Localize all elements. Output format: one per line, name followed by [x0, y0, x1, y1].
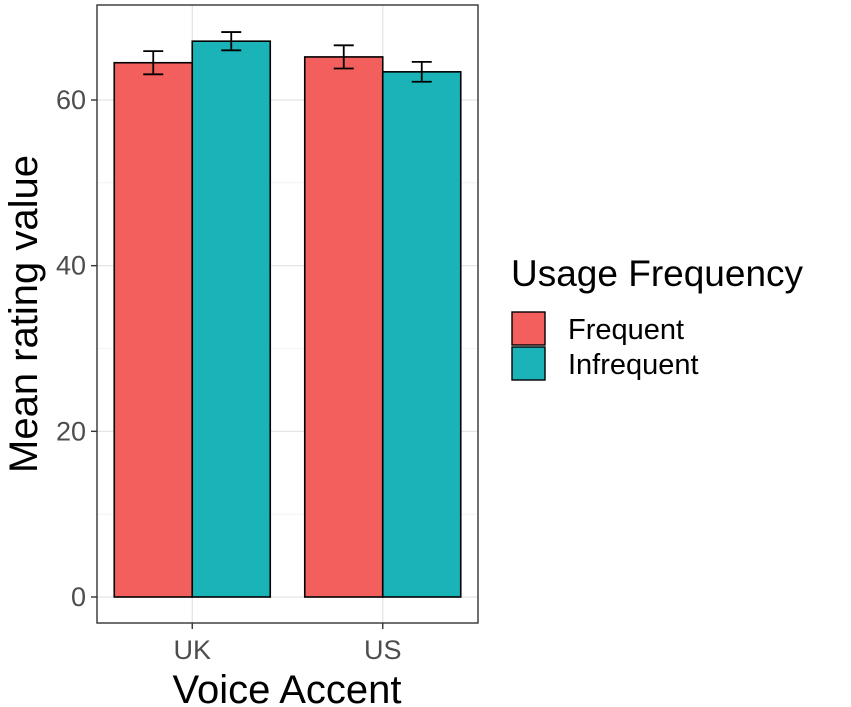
x-axis-title: Voice Accent [172, 668, 401, 707]
bars [113, 40, 462, 598]
x-tick-label: US [364, 635, 402, 665]
bar [113, 61, 194, 598]
y-axis-ticks: 0 20 40 60 [56, 85, 97, 612]
legend-label: Infrequent [568, 349, 699, 381]
y-tick-label: 40 [56, 251, 86, 281]
bar [303, 56, 384, 598]
legend-swatch [511, 346, 546, 381]
bar [191, 40, 272, 598]
y-tick-label: 0 [71, 582, 86, 612]
plot-border [96, 4, 479, 624]
legend-title: Usage Frequency [511, 253, 804, 294]
x-tick-label: UK [173, 635, 211, 665]
legend-swatch [511, 311, 546, 346]
y-tick-label: 20 [56, 416, 86, 446]
bar [381, 71, 462, 598]
y-tick-label: 60 [56, 85, 86, 115]
legend-label: Frequent [568, 314, 684, 346]
y-axis-title: Mean rating value [2, 155, 46, 473]
error-bars [143, 31, 432, 83]
x-axis-ticks: UK US [173, 623, 402, 665]
